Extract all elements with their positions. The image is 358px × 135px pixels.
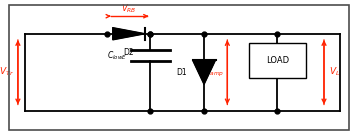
Text: $V_L$: $V_L$	[329, 66, 341, 78]
Text: $V_{Tr}$: $V_{Tr}$	[0, 66, 14, 78]
Polygon shape	[113, 28, 145, 40]
Text: LOAD: LOAD	[266, 56, 289, 65]
Text: $C_{lowE}$: $C_{lowE}$	[107, 49, 127, 62]
Text: $V_{RB}$: $V_{RB}$	[121, 2, 137, 15]
Polygon shape	[193, 60, 216, 84]
Text: D1: D1	[176, 68, 187, 77]
Bar	[249, 43, 306, 78]
Text: $V_{Clamp}$: $V_{Clamp}$	[198, 66, 224, 79]
Text: D2: D2	[124, 48, 134, 57]
